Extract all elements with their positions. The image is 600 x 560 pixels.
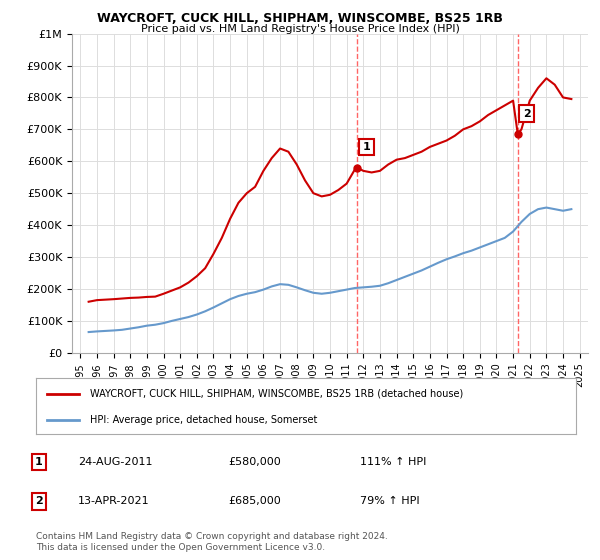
Text: 24-AUG-2011: 24-AUG-2011 <box>78 457 152 467</box>
Text: 1: 1 <box>362 142 370 152</box>
Text: Contains HM Land Registry data © Crown copyright and database right 2024.
This d: Contains HM Land Registry data © Crown c… <box>36 532 388 552</box>
Text: 111% ↑ HPI: 111% ↑ HPI <box>360 457 427 467</box>
Text: HPI: Average price, detached house, Somerset: HPI: Average price, detached house, Some… <box>90 415 317 425</box>
Text: £580,000: £580,000 <box>228 457 281 467</box>
Text: Price paid vs. HM Land Registry's House Price Index (HPI): Price paid vs. HM Land Registry's House … <box>140 24 460 34</box>
Text: 13-APR-2021: 13-APR-2021 <box>78 496 149 506</box>
Text: WAYCROFT, CUCK HILL, SHIPHAM, WINSCOMBE, BS25 1RB (detached house): WAYCROFT, CUCK HILL, SHIPHAM, WINSCOMBE,… <box>90 389 463 399</box>
Text: 79% ↑ HPI: 79% ↑ HPI <box>360 496 419 506</box>
Text: WAYCROFT, CUCK HILL, SHIPHAM, WINSCOMBE, BS25 1RB: WAYCROFT, CUCK HILL, SHIPHAM, WINSCOMBE,… <box>97 12 503 25</box>
Text: 2: 2 <box>35 496 43 506</box>
Text: 1: 1 <box>35 457 43 467</box>
Text: 2: 2 <box>523 109 530 119</box>
Text: £685,000: £685,000 <box>228 496 281 506</box>
